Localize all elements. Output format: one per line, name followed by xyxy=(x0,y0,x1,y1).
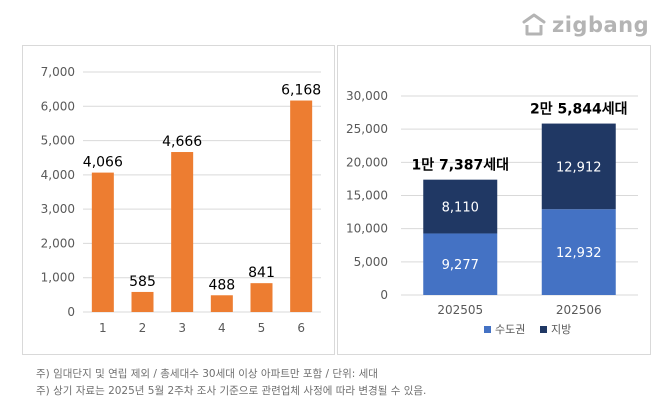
x-tick-label: 1 xyxy=(99,321,107,335)
stack-segment xyxy=(423,179,498,234)
y-tick-label: 4,000 xyxy=(41,168,75,182)
monthly-bar-chart: 0 1,000 2,000 3,000 4,000 5,000 6,000 7,000 4,06… xyxy=(41,65,322,335)
bar xyxy=(250,283,273,312)
footnotes: 주) 임대단지 및 연립 제외 / 총세대수 30세대 이상 아파트만 포함 /… xyxy=(36,366,426,400)
x-tick-label: 2 xyxy=(139,321,147,335)
x-tick-label: 202505 xyxy=(437,303,483,317)
bar xyxy=(290,100,313,312)
data-label: 6,168 xyxy=(281,83,321,99)
y-tick-label: 20,000 xyxy=(346,155,388,169)
stacked-bar-chart-panel: 0 5,000 10,000 15,000 20,000 25,000 30,000 9,27… xyxy=(337,45,651,355)
y-tick-label: 5,000 xyxy=(41,134,75,148)
y-tick-label: 0 xyxy=(67,305,75,319)
x-tick-label: 6 xyxy=(297,321,305,335)
y-tick-label: 10,000 xyxy=(346,222,388,236)
y-tick-label: 25,000 xyxy=(346,122,388,136)
segment-label: 12,932 xyxy=(556,246,602,261)
zigbang-house-icon xyxy=(522,13,546,36)
y-tick-label: 0 xyxy=(380,288,388,302)
bar xyxy=(171,152,194,312)
legend-label: 지방 xyxy=(551,323,571,336)
y-tick-label: 15,000 xyxy=(346,189,388,203)
data-label: 585 xyxy=(129,274,156,290)
y-tick-label: 6,000 xyxy=(41,99,75,113)
legend-swatch xyxy=(540,326,547,333)
zigbang-logo: zigbang xyxy=(520,10,660,40)
y-tick-label: 3,000 xyxy=(41,202,75,216)
data-label: 841 xyxy=(248,265,275,281)
segment-label: 8,110 xyxy=(442,201,479,216)
footnote-2: 주) 상기 자료는 2025년 5월 2주차 조사 기준으로 관련업체 사정에 … xyxy=(36,385,427,397)
zigbang-logo-text: zigbang xyxy=(552,13,650,37)
stack-segment xyxy=(423,233,498,295)
data-label: 4,066 xyxy=(83,155,123,171)
x-tick-label: 202506 xyxy=(556,303,602,317)
monthly-bar-chart-panel: 0 1,000 2,000 3,000 4,000 5,000 6,000 7,000 4,06… xyxy=(22,45,335,355)
y-tick-label: 1,000 xyxy=(41,271,75,285)
total-label: 2만 5,844세대 xyxy=(530,102,628,118)
legend-label: 수도권 xyxy=(495,323,525,336)
footnote-1: 주) 임대단지 및 연립 제외 / 총세대수 30세대 이상 아파트만 포함 /… xyxy=(36,368,378,380)
x-tick-label: 5 xyxy=(258,321,266,335)
segment-label: 12,912 xyxy=(556,160,602,175)
segment-label: 9,277 xyxy=(442,258,479,273)
x-tick-label: 4 xyxy=(218,321,226,335)
x-tick-label: 3 xyxy=(178,321,186,335)
stack-segment xyxy=(541,123,616,210)
data-label: 4,666 xyxy=(162,134,202,150)
y-tick-label: 2,000 xyxy=(41,236,75,250)
legend-swatch xyxy=(484,326,491,333)
data-label: 488 xyxy=(208,277,235,293)
bar xyxy=(210,295,233,312)
y-tick-label: 7,000 xyxy=(41,65,75,79)
stack-segment xyxy=(541,209,616,295)
stacked-bar-chart: 0 5,000 10,000 15,000 20,000 25,000 30,000 9,27… xyxy=(346,89,638,336)
y-tick-label: 5,000 xyxy=(354,255,388,269)
total-label: 1만 7,387세대 xyxy=(411,158,509,174)
y-tick-label: 30,000 xyxy=(346,89,388,103)
bar xyxy=(131,291,154,312)
bar xyxy=(91,172,114,312)
